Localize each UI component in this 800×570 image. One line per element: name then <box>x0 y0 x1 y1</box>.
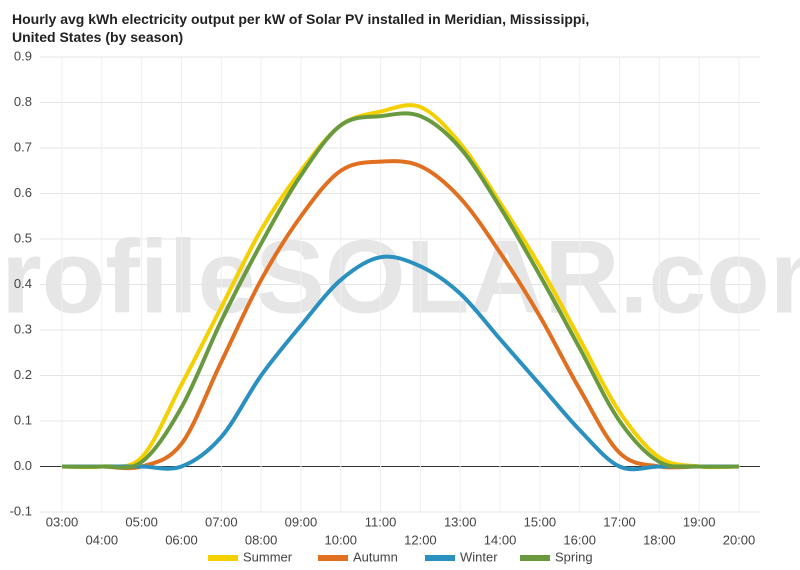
x-tick-label: 06:00 <box>165 532 198 547</box>
legend-item: Winter <box>425 549 498 564</box>
x-tick-label: 10:00 <box>324 532 357 547</box>
x-tick-label: 16:00 <box>563 532 596 547</box>
x-tick-label: 19:00 <box>683 514 716 529</box>
line-series <box>62 159 739 471</box>
y-tick-label: 0.3 <box>14 321 32 336</box>
x-tick-label: 04:00 <box>86 532 119 547</box>
line-series <box>61 103 740 470</box>
legend-item: Spring <box>520 549 593 564</box>
y-tick-label: 0.9 <box>14 48 32 63</box>
x-tick-label: 12:00 <box>404 532 437 547</box>
y-tick-label: 0.4 <box>14 276 32 291</box>
y-tick-label: 0.6 <box>14 185 32 200</box>
x-tick-label: 14:00 <box>484 532 517 547</box>
watermark: profileSOLAR.com <box>0 219 800 335</box>
x-tick-label: 18:00 <box>643 532 676 547</box>
x-tick-label: 08:00 <box>245 532 278 547</box>
x-tick-label: 03:00 <box>46 514 79 529</box>
x-tick-label: 20:00 <box>723 532 756 547</box>
y-tick-label: 0.2 <box>14 367 32 382</box>
x-tick-label: 17:00 <box>603 514 636 529</box>
legend-label: Winter <box>460 549 498 564</box>
chart-title: Hourly avg kWh electricity output per kW… <box>12 11 590 45</box>
legend-item: Summer <box>208 549 293 564</box>
y-tick-label: 0.8 <box>14 94 32 109</box>
x-tick-label: 15:00 <box>524 514 557 529</box>
x-tick-label: 13:00 <box>444 514 477 529</box>
x-tick-label: 11:00 <box>365 514 397 529</box>
legend-swatch <box>520 555 550 561</box>
legend-swatch <box>208 555 238 561</box>
legend-item: Autumn <box>318 549 398 564</box>
line-series <box>62 254 739 472</box>
x-tick-label: 05:00 <box>125 514 158 529</box>
legend-label: Autumn <box>353 549 398 564</box>
y-tick-label: 0.1 <box>14 412 32 427</box>
legend-swatch <box>318 555 348 561</box>
x-tick-label: 07:00 <box>205 514 238 529</box>
legend-label: Summer <box>243 549 293 564</box>
x-tick-label: 09:00 <box>285 514 318 529</box>
legend-label: Spring <box>555 549 593 564</box>
legend-swatch <box>425 555 455 561</box>
y-tick-label: -0.1 <box>10 503 32 518</box>
y-tick-label: 0.5 <box>14 230 32 245</box>
y-tick-label: 0.0 <box>14 458 32 473</box>
line-series <box>61 111 740 470</box>
y-tick-label: 0.7 <box>14 139 32 154</box>
